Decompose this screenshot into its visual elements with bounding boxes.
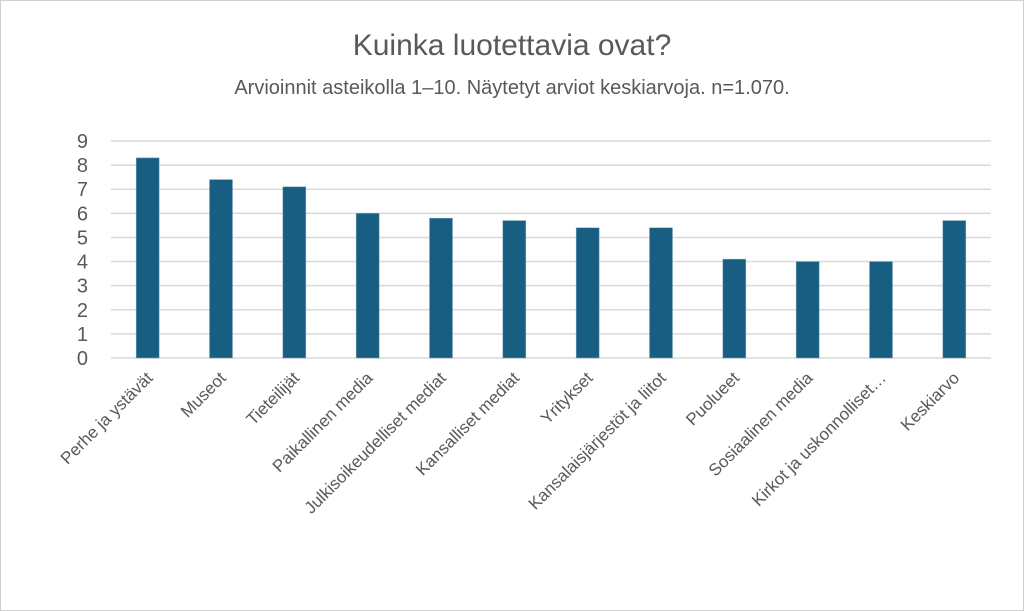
bar <box>209 179 233 359</box>
chart-subtitle: Arvioinnit asteikolla 1–10. Näytetyt arv… <box>234 77 790 99</box>
y-tick-label: 8 <box>77 155 88 177</box>
x-category-label: Museot <box>177 368 230 421</box>
x-category-label: Keskiarvo <box>897 368 963 434</box>
x-category-label: Julkisoikeudelliset mediat <box>301 368 450 517</box>
x-category-label: Puolueet <box>682 368 743 429</box>
bar <box>869 261 893 359</box>
bar <box>282 186 307 359</box>
y-tick-label: 9 <box>77 131 88 153</box>
bar <box>502 220 527 359</box>
bar <box>575 227 600 359</box>
x-category-label: Yritykset <box>537 368 597 428</box>
bar <box>355 213 380 359</box>
x-category-label: Kirkot ja uskonnolliset… <box>748 368 890 510</box>
y-tick-label: 0 <box>77 348 88 370</box>
y-tick-label: 4 <box>77 252 88 274</box>
y-tick-label: 5 <box>77 227 88 249</box>
bar <box>135 157 160 359</box>
x-category-label: Kansalaisjärjestöt ja liitot <box>525 368 670 513</box>
x-category-label: Perhe ja ystävät <box>57 368 157 468</box>
x-category-label: Tieteilijät <box>243 368 304 429</box>
bar <box>649 227 673 359</box>
y-tick-label: 3 <box>77 276 88 298</box>
y-tick-label: 2 <box>77 300 88 322</box>
bar <box>795 261 820 359</box>
bar <box>429 217 453 359</box>
y-tick-label: 6 <box>77 203 88 225</box>
y-tick-label: 7 <box>77 179 88 201</box>
bar <box>942 220 967 359</box>
bar <box>722 258 747 359</box>
chart-title: Kuinka luotettavia ovat? <box>352 29 672 62</box>
y-tick-label: 1 <box>77 324 88 346</box>
